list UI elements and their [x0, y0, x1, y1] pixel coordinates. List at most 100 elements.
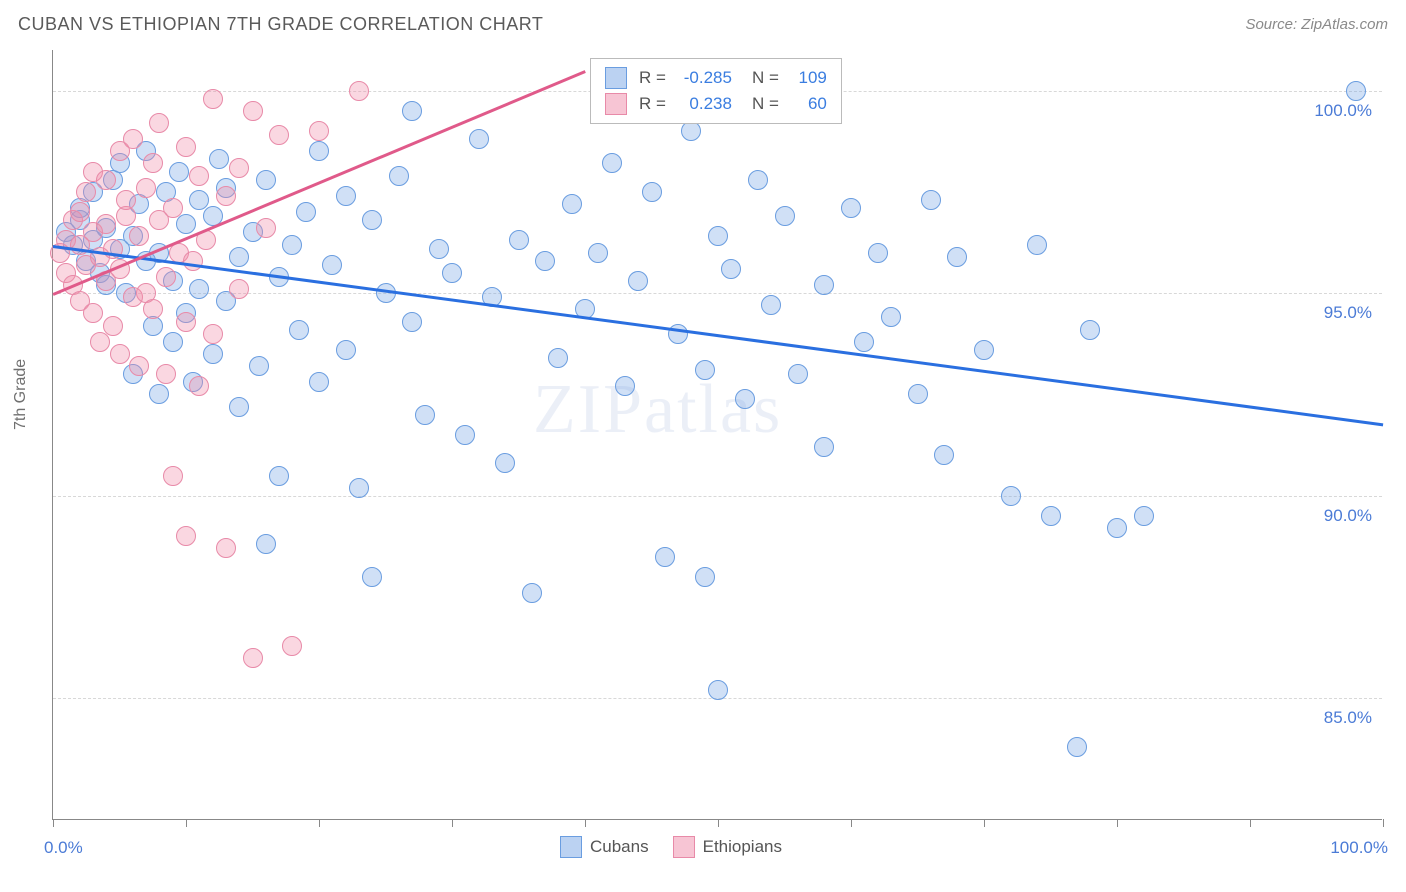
- stats-legend-row: R =-0.285N =109: [605, 65, 827, 91]
- data-point: [1134, 506, 1154, 526]
- data-point: [429, 239, 449, 259]
- data-point: [868, 243, 888, 263]
- x-tick: [1117, 819, 1118, 827]
- data-point: [336, 340, 356, 360]
- data-point: [229, 279, 249, 299]
- data-point: [209, 149, 229, 169]
- data-point: [309, 141, 329, 161]
- y-tick-label: 85.0%: [1324, 708, 1372, 728]
- data-point: [103, 316, 123, 336]
- data-point: [615, 376, 635, 396]
- data-point: [509, 230, 529, 250]
- x-axis-max-label: 100.0%: [1330, 838, 1388, 858]
- data-point: [96, 170, 116, 190]
- data-point: [655, 547, 675, 567]
- data-point: [455, 425, 475, 445]
- data-point: [642, 182, 662, 202]
- data-point: [814, 275, 834, 295]
- data-point: [761, 295, 781, 315]
- data-point: [70, 202, 90, 222]
- data-point: [708, 680, 728, 700]
- legend-label: Cubans: [590, 837, 649, 857]
- data-point: [748, 170, 768, 190]
- y-tick-label: 95.0%: [1324, 303, 1372, 323]
- data-point: [129, 356, 149, 376]
- data-point: [169, 162, 189, 182]
- data-point: [90, 332, 110, 352]
- y-axis-label: 7th Grade: [12, 359, 30, 430]
- data-point: [695, 360, 715, 380]
- legend-swatch: [605, 93, 627, 115]
- data-point: [163, 198, 183, 218]
- x-tick: [718, 819, 719, 827]
- data-point: [1067, 737, 1087, 757]
- data-point: [721, 259, 741, 279]
- data-point: [143, 299, 163, 319]
- data-point: [249, 356, 269, 376]
- data-point: [203, 344, 223, 364]
- data-point: [602, 153, 622, 173]
- data-point: [183, 251, 203, 271]
- legend-swatch: [560, 836, 582, 858]
- x-tick: [1383, 819, 1384, 827]
- legend-label: Ethiopians: [703, 837, 782, 857]
- data-point: [96, 214, 116, 234]
- x-tick: [186, 819, 187, 827]
- data-point: [136, 178, 156, 198]
- x-tick: [319, 819, 320, 827]
- data-point: [229, 247, 249, 267]
- legend-swatch: [605, 67, 627, 89]
- r-label: R =: [639, 94, 666, 114]
- y-tick-label: 100.0%: [1314, 101, 1372, 121]
- data-point: [156, 267, 176, 287]
- data-point: [176, 526, 196, 546]
- scatter-chart: ZIPatlas 85.0%90.0%95.0%100.0%: [52, 50, 1382, 820]
- data-point: [695, 567, 715, 587]
- data-point: [415, 405, 435, 425]
- data-point: [163, 332, 183, 352]
- data-point: [349, 81, 369, 101]
- data-point: [775, 206, 795, 226]
- data-point: [296, 202, 316, 222]
- data-point: [1346, 81, 1366, 101]
- data-point: [934, 445, 954, 465]
- data-point: [1041, 506, 1061, 526]
- y-tick-label: 90.0%: [1324, 506, 1372, 526]
- data-point: [362, 210, 382, 230]
- data-point: [974, 340, 994, 360]
- data-point: [216, 186, 236, 206]
- data-point: [189, 166, 209, 186]
- stats-legend: R =-0.285N =109R =0.238N =60: [590, 58, 842, 124]
- data-point: [116, 190, 136, 210]
- data-point: [495, 453, 515, 473]
- chart-header: CUBAN VS ETHIOPIAN 7TH GRADE CORRELATION…: [0, 0, 1406, 45]
- x-tick: [984, 819, 985, 827]
- data-point: [322, 255, 342, 275]
- data-point: [149, 113, 169, 133]
- stats-legend-row: R =0.238N =60: [605, 91, 827, 117]
- data-point: [908, 384, 928, 404]
- data-point: [269, 466, 289, 486]
- data-point: [229, 397, 249, 417]
- n-value: 109: [785, 68, 827, 88]
- data-point: [1107, 518, 1127, 538]
- data-point: [735, 389, 755, 409]
- data-point: [110, 344, 130, 364]
- trend-line: [53, 70, 586, 295]
- data-point: [947, 247, 967, 267]
- data-point: [83, 303, 103, 323]
- x-tick: [1250, 819, 1251, 827]
- x-tick: [452, 819, 453, 827]
- data-point: [681, 121, 701, 141]
- data-point: [389, 166, 409, 186]
- data-point: [535, 251, 555, 271]
- data-point: [243, 101, 263, 121]
- data-point: [143, 153, 163, 173]
- data-point: [588, 243, 608, 263]
- data-point: [1080, 320, 1100, 340]
- n-label: N =: [752, 68, 779, 88]
- data-point: [256, 218, 276, 238]
- data-point: [129, 226, 149, 246]
- trend-line: [53, 245, 1383, 426]
- data-point: [189, 279, 209, 299]
